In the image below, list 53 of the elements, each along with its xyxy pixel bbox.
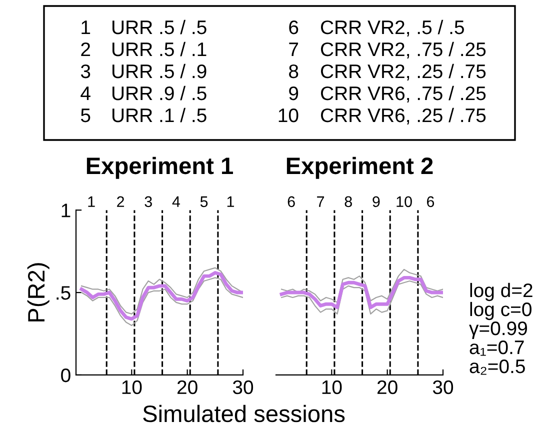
text: 6 [427,196,434,208]
x-axis-title: Simulated sessions [143,404,345,422]
x-tick-label: 10 [122,380,142,394]
x-tick-label: 20 [178,380,198,394]
text: 3 [144,196,152,208]
text: a₂=0.5 [470,359,525,375]
line-series [80,271,243,321]
text: log d=2 [470,282,532,302]
text: URR .5 / .9 [112,64,206,78]
x-tick-label: 30 [232,380,254,394]
text: 8 [344,196,352,208]
chart-title: Experiment 2 [286,156,433,179]
text: 9 [372,196,380,208]
x-tick-label: 30 [432,380,454,394]
text: log c=0 [470,302,532,320]
text: 7 [289,42,298,56]
text: 5 [200,196,208,208]
text: CRR VR6, .75 / .25 [320,86,486,103]
text: URR .5 / .1 [112,42,206,56]
text: 10 [396,196,412,208]
text: γ=0.99 [469,321,527,340]
text: URR .9 / .5 [112,86,206,100]
x-tick-label: 10 [322,380,342,394]
text: 9 [289,86,298,100]
text: 1 [227,196,234,207]
text: 7 [317,196,324,207]
text: CRR VR2, .5 / .5 [320,20,464,37]
text: URR .1 / .5 [112,108,206,122]
text: 1 [82,20,90,34]
y-tick-label: 0 [61,368,70,382]
text: 6 [289,20,298,34]
text: 2 [117,196,124,207]
text: 6 [288,196,295,208]
text: 2 [81,42,90,56]
text: CRR VR2, .75 / .25 [320,42,486,59]
x-tick-label: 20 [378,380,398,394]
y-tick-label: .5 [56,286,70,300]
text: CRR VR2, .25 / .75 [320,64,486,81]
text: 4 [80,86,90,100]
text: 1 [88,196,95,207]
text: 5 [80,108,90,122]
text: 4 [172,196,180,207]
text: a₁=0.7 [470,340,524,356]
y-tick-label: 1 [62,204,70,218]
text: 8 [289,64,298,78]
y-axis-title: P(R2) [27,263,50,322]
text: 3 [80,64,90,78]
line-series [81,267,243,315]
text: CRR VR6, .25 / .75 [320,108,486,125]
text: URR .5 / .5 [112,20,206,34]
line-series [81,277,243,326]
chart-title: Experiment 1 [86,156,233,179]
text: 10 [278,108,298,122]
